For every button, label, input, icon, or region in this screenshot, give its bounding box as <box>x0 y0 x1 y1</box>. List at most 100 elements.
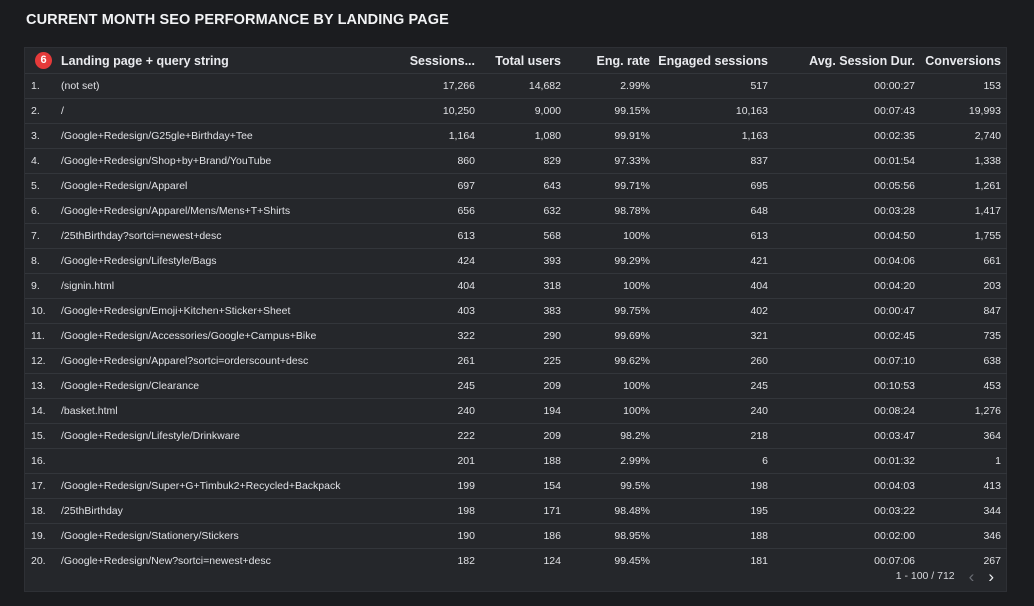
cell-total-users: 318 <box>481 273 567 299</box>
cell-conversions: 1 <box>921 448 1007 474</box>
table-row[interactable]: 19./Google+Redesign/Stationery/Stickers 1… <box>25 523 1007 549</box>
cell-total-users: 829 <box>481 148 567 174</box>
table-row[interactable]: 16. 201 188 2.99% 6 00:01:32 1 <box>25 448 1007 474</box>
cell-landing-page: /Google+Redesign/Super+G+Timbuk2+Recycle… <box>61 473 381 499</box>
cell-eng-rate: 2.99% <box>567 448 656 474</box>
cell-landing-page: /Google+Redesign/Apparel <box>61 173 381 199</box>
cell-eng-rate: 99.69% <box>567 323 656 349</box>
cell-row-index: 2. <box>25 98 61 124</box>
cell-avg-session-duration: 00:07:10 <box>774 348 921 374</box>
table-row[interactable]: 8./Google+Redesign/Lifestyle/Bags 424 393 9… <box>25 248 1007 274</box>
cell-engaged-sessions: 218 <box>656 423 774 449</box>
cell-engaged-sessions: 613 <box>656 223 774 249</box>
cell-row-index: 9. <box>25 273 61 299</box>
cell-row-index: 14. <box>25 398 61 424</box>
col-header-engaged-sessions[interactable]: Engaged sessions <box>658 53 768 68</box>
cell-eng-rate: 98.78% <box>567 198 656 224</box>
cell-eng-rate: 100% <box>567 273 656 299</box>
cell-conversions: 638 <box>921 348 1007 374</box>
cell-sessions: 199 <box>381 473 481 499</box>
cell-conversions: 1,755 <box>921 223 1007 249</box>
cell-landing-page: / <box>61 98 381 124</box>
cell-avg-session-duration: 00:07:43 <box>774 98 921 124</box>
cell-total-users: 290 <box>481 323 567 349</box>
table-row[interactable]: 2./10,250 9,000 99.15% 10,163 00:07:43 19,993 <box>25 98 1007 124</box>
cell-total-users: 632 <box>481 198 567 224</box>
cell-landing-page: /Google+Redesign/Shop+by+Brand/YouTube <box>61 148 381 174</box>
table-body: 1. (not set) 17,266 14,682 2.99% 517 00:00:27 1… <box>25 73 1007 573</box>
cell-row-index: 10. <box>25 298 61 324</box>
cell-row-index: 20. <box>25 548 61 573</box>
table-row[interactable]: 9./signin.html 404 318 100% 404 00:04:20 203 <box>25 273 1007 299</box>
col-header-total-users[interactable]: Total users <box>495 53 561 68</box>
table-row[interactable]: 11./Google+Redesign/Accessories/Google+C… <box>25 323 1007 349</box>
table-row[interactable]: 3./Google+Redesign/G25gle+Birthday+Tee 1,… <box>25 123 1007 149</box>
col-header-landing-page[interactable]: Landing page + query string <box>61 53 229 68</box>
cell-row-index: 12. <box>25 348 61 374</box>
table-row[interactable]: 7./25thBirthday?sortci=newest+desc 613 568… <box>25 223 1007 249</box>
cell-total-users: 9,000 <box>481 98 567 124</box>
table-row[interactable]: 20./Google+Redesign/New?sortci=newest+de… <box>25 548 1007 573</box>
cell-total-users: 186 <box>481 523 567 549</box>
cell-avg-session-duration: 00:00:47 <box>774 298 921 324</box>
cell-sessions: 1,164 <box>381 123 481 149</box>
cell-total-users: 383 <box>481 298 567 324</box>
cell-engaged-sessions: 404 <box>656 273 774 299</box>
cell-sessions: 697 <box>381 173 481 199</box>
cell-row-index: 6. <box>25 198 61 224</box>
cell-total-users: 154 <box>481 473 567 499</box>
cell-eng-rate: 98.48% <box>567 498 656 524</box>
cell-total-users: 209 <box>481 423 567 449</box>
chevron-right-icon[interactable]: › <box>988 566 994 586</box>
col-header-sessions[interactable]: Sessions... <box>409 53 475 68</box>
cell-avg-session-duration: 00:03:47 <box>774 423 921 449</box>
cell-landing-page: /Google+Redesign/Clearance <box>61 373 381 399</box>
cell-total-users: 194 <box>481 398 567 424</box>
cell-engaged-sessions: 695 <box>656 173 774 199</box>
cell-eng-rate: 99.62% <box>567 348 656 374</box>
cell-sessions: 261 <box>381 348 481 374</box>
cell-row-index: 15. <box>25 423 61 449</box>
cell-total-users: 209 <box>481 373 567 399</box>
col-header-eng-rate[interactable]: Eng. rate <box>596 53 651 68</box>
cell-sessions: 198 <box>381 498 481 524</box>
table-row[interactable]: 10./Google+Redesign/Emoji+Kitchen+Sticke… <box>25 298 1007 324</box>
table-row[interactable]: 6./Google+Redesign/Apparel/Mens/Mens+T+S… <box>25 198 1007 224</box>
cell-sessions: 656 <box>381 198 481 224</box>
cell-eng-rate: 99.71% <box>567 173 656 199</box>
badge: 6 <box>35 52 52 69</box>
cell-total-users: 393 <box>481 248 567 274</box>
cell-total-users: 568 <box>481 223 567 249</box>
table-row[interactable]: 13./Google+Redesign/Clearance 245 209 100% 2… <box>25 373 1007 399</box>
page-title: CURRENT MONTH SEO PERFORMANCE BY LANDING… <box>26 12 449 28</box>
cell-sessions: 190 <box>381 523 481 549</box>
cell-engaged-sessions: 240 <box>656 398 774 424</box>
table-row[interactable]: 15./Google+Redesign/Lifestyle/Drinkware 2… <box>25 423 1007 449</box>
cell-avg-session-duration: 00:02:00 <box>774 523 921 549</box>
chevron-left-icon[interactable]: ‹ <box>968 566 975 586</box>
table-row[interactable]: 12./Google+Redesign/Apparel?sortci=order… <box>25 348 1007 374</box>
col-header-avg-session-duration[interactable]: Avg. Session Dur. <box>809 53 915 68</box>
cell-row-index: 3. <box>25 123 61 149</box>
cell-avg-session-duration: 00:10:53 <box>774 373 921 399</box>
cell-avg-session-duration: 00:02:45 <box>774 323 921 349</box>
cell-sessions: 240 <box>381 398 481 424</box>
table-row[interactable]: 14./basket.html 240 194 100% 240 00:08:24 1,27… <box>25 398 1007 424</box>
cell-eng-rate: 99.91% <box>567 123 656 149</box>
table-header-row: 6 Landing page + query string Sessions..… <box>25 48 1007 74</box>
table-row[interactable]: 18./25thBirthday 198 171 98.48% 195 00:03:22 3… <box>25 498 1007 524</box>
cell-eng-rate: 100% <box>567 223 656 249</box>
cell-eng-rate: 99.15% <box>567 98 656 124</box>
cell-avg-session-duration: 00:02:35 <box>774 123 921 149</box>
cell-conversions: 1,338 <box>921 148 1007 174</box>
table-row[interactable]: 4./Google+Redesign/Shop+by+Brand/YouTube… <box>25 148 1007 174</box>
cell-sessions: 17,266 <box>381 73 481 99</box>
col-header-conversions[interactable]: Conversions <box>925 53 1001 68</box>
cell-conversions: 203 <box>921 273 1007 299</box>
table-row[interactable]: 5./Google+Redesign/Apparel 697 643 99.71% 69… <box>25 173 1007 199</box>
table-row[interactable]: 17./Google+Redesign/Super+G+Timbuk2+Recy… <box>25 473 1007 499</box>
table-row[interactable]: 1. (not set) 17,266 14,682 2.99% 517 00:00:27 1… <box>25 73 1007 99</box>
cell-row-index: 18. <box>25 498 61 524</box>
cell-eng-rate: 98.95% <box>567 523 656 549</box>
cell-avg-session-duration: 00:05:56 <box>774 173 921 199</box>
